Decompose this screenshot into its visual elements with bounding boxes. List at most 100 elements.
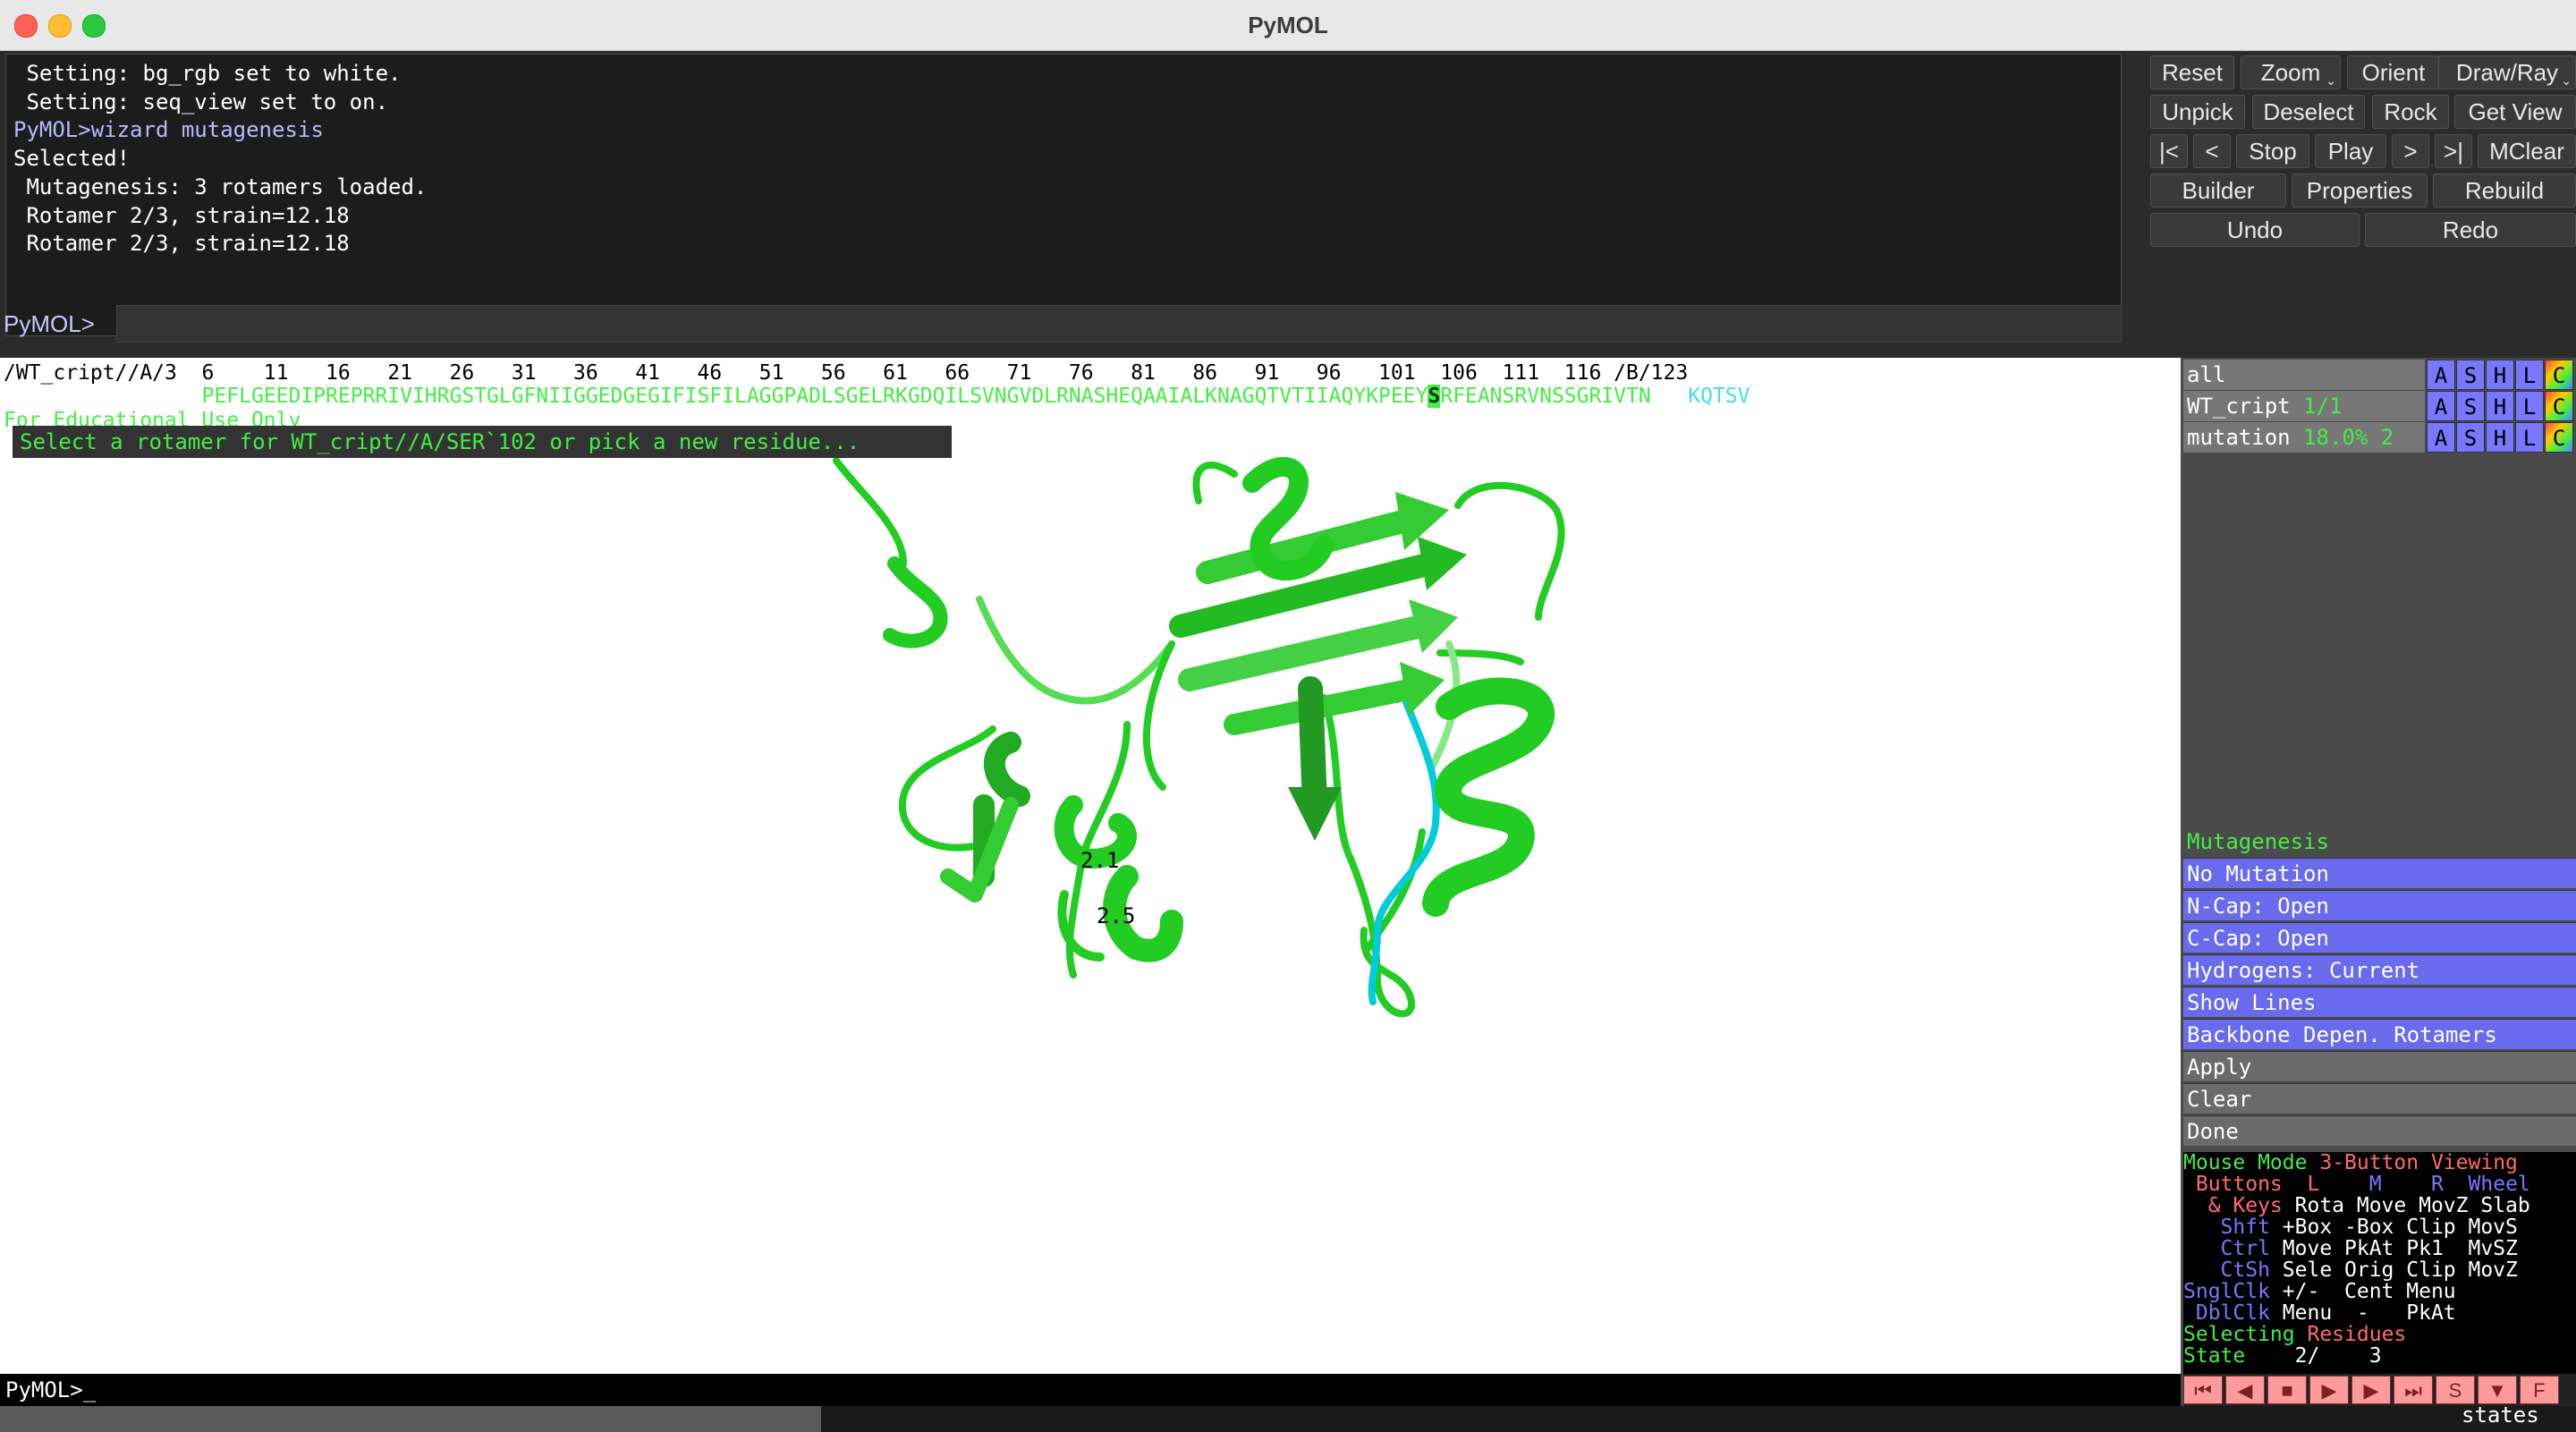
c-cap-menu[interactable]: C-Cap: Open — [2183, 922, 2576, 953]
first-frame-button[interactable]: |< — [2150, 134, 2188, 168]
color-c-button[interactable]: C — [2545, 422, 2573, 453]
mouse-mode-title: Mouse Mode — [2183, 1152, 2320, 1174]
action-a-button[interactable]: A — [2427, 360, 2455, 390]
zoom-window-button[interactable] — [82, 14, 106, 38]
full-screen-f-button[interactable]: F — [2520, 1376, 2559, 1404]
external-gui: Setting: bg_rgb set to white. Setting: s… — [0, 51, 2576, 358]
prev-frame-button[interactable]: < — [2193, 134, 2231, 168]
mclear-button[interactable]: MClear — [2478, 134, 2576, 168]
command-input[interactable] — [116, 305, 2122, 343]
play-icon[interactable]: ▶ — [2309, 1376, 2349, 1404]
rebuild-button[interactable]: Rebuild — [2433, 174, 2576, 208]
rewind-icon[interactable]: ⏮ — [2183, 1376, 2223, 1404]
viewer-command-line[interactable]: PyMOL>_ — [0, 1374, 2181, 1406]
zoom-button[interactable]: Zoom ⌄ — [2241, 55, 2341, 89]
label-l-button[interactable]: L — [2515, 422, 2544, 453]
sequence-numbers: /WT_cript//A/3 6 11 16 21 26 31 36 41 46… — [4, 361, 1689, 385]
hydrogens-menu[interactable]: Hydrogens: Current — [2183, 954, 2576, 985]
double-click-label: DblClk — [2183, 1301, 2270, 1325]
chevron-down-icon: ⌄ — [2561, 73, 2572, 88]
color-c-button[interactable]: C — [2545, 360, 2573, 390]
wizard-prompt: Select a rotamer for WT_cript//A/SER`102… — [13, 426, 952, 458]
chevron-down-icon: ⌄ — [2326, 73, 2336, 88]
rock-button[interactable]: Rock — [2372, 95, 2449, 129]
clear-button[interactable]: Clear — [2183, 1083, 2576, 1114]
object-row-all[interactable]: all — [2183, 360, 2425, 390]
wizard-title: Mutagenesis — [2183, 826, 2576, 857]
stop-button[interactable]: Stop — [2236, 134, 2309, 168]
color-c-button[interactable]: C — [2545, 391, 2573, 421]
redo-button[interactable]: Redo — [2365, 213, 2576, 247]
end-icon[interactable]: ⏭ — [2394, 1376, 2433, 1404]
console-line: PyMOL>wizard mutagenesis — [13, 117, 324, 143]
console-line: Setting: bg_rgb set to white. — [13, 61, 402, 86]
command-prompt-label: PyMOL> — [4, 310, 95, 337]
selected-residue[interactable]: S — [1428, 385, 1441, 408]
distance-label: 2.1 — [1080, 848, 1119, 873]
minimize-window-button[interactable] — [48, 14, 72, 38]
draw-ray-button[interactable]: Draw/Ray ⌄ — [2438, 55, 2576, 89]
next-frame-button[interactable]: > — [2392, 134, 2429, 168]
properties-button[interactable]: Properties — [2292, 174, 2428, 208]
stop-icon[interactable]: ■ — [2267, 1376, 2307, 1404]
object-name: WT_cript — [2187, 394, 2291, 419]
last-frame-button[interactable]: >| — [2435, 134, 2472, 168]
rotamer-library-menu[interactable]: Backbone Depen. Rotamers — [2183, 1019, 2576, 1049]
object-row-mutation[interactable]: mutation 18.0% 2 — [2183, 422, 2425, 453]
no-mutation-menu[interactable]: No Mutation — [2183, 858, 2576, 888]
forward-icon[interactable]: ▶ — [2351, 1376, 2391, 1404]
distance-label: 2.5 — [1097, 903, 1135, 928]
selecting-label: Selecting — [2183, 1323, 2308, 1346]
deselect-button[interactable]: Deselect — [2252, 95, 2365, 129]
object-row-wt-cript[interactable]: WT_cript 1/1 — [2183, 391, 2425, 421]
shift-label: Shft — [2183, 1216, 2270, 1239]
mouse-mode-name: 3-Button Viewing — [2319, 1152, 2518, 1174]
output-console[interactable]: Setting: bg_rgb set to white. Setting: s… — [5, 54, 2122, 336]
builder-button[interactable]: Builder — [2150, 174, 2286, 208]
show-s-button[interactable]: S — [2456, 360, 2485, 390]
single-click-row: +/- Cent Menu — [2269, 1280, 2456, 1303]
reset-button[interactable]: Reset — [2150, 55, 2234, 89]
state-value: 2/ 3 — [2245, 1344, 2382, 1368]
chevron-down-icon[interactable]: ▼ — [2478, 1376, 2517, 1404]
action-a-button[interactable]: A — [2427, 391, 2455, 421]
show-s-button[interactable]: S — [2456, 422, 2485, 453]
apply-button[interactable]: Apply — [2183, 1051, 2576, 1081]
orient-button[interactable]: Orient — [2347, 55, 2440, 89]
mouse-mode-panel[interactable]: Mouse Mode 3-Button Viewing Buttons L M … — [2183, 1152, 2576, 1374]
action-a-button[interactable]: A — [2427, 422, 2455, 453]
sequence-residues-b[interactable]: RFEANSRVNSSGRIVTN — [1440, 385, 1651, 408]
shift-row: +Box -Box Clip MovS — [2269, 1216, 2518, 1239]
scene-s-button[interactable]: S — [2436, 1376, 2475, 1404]
undo-button[interactable]: Undo — [2150, 213, 2360, 247]
states-label: states — [2462, 1402, 2539, 1428]
label-l-button[interactable]: L — [2515, 391, 2544, 421]
3d-viewer[interactable]: 2.1 2.5 /WT_cript//A/3 6 11 16 21 26 31 … — [0, 358, 2181, 1374]
col-wheel: Wheel — [2443, 1173, 2530, 1196]
hide-h-button[interactable]: H — [2486, 422, 2514, 453]
hide-h-button[interactable]: H — [2486, 360, 2514, 390]
object-state: 1/1 — [2303, 394, 2343, 419]
unpick-button[interactable]: Unpick — [2150, 95, 2245, 129]
scrollbar-thumb[interactable] — [0, 1406, 821, 1432]
object-name: all — [2187, 362, 2226, 387]
movie-control-bar: ⏮ ◀ ■ ▶ ▶ ⏭ S ▼ F — [2183, 1374, 2576, 1406]
chain-b-residues[interactable]: KQTSV — [1650, 385, 1750, 408]
sequence-residues[interactable]: PEFLGEEDIPREPRRIVIHRGSTGLGFNIIGGEDGEGIFI… — [4, 385, 1750, 408]
hide-h-button[interactable]: H — [2486, 391, 2514, 421]
done-button[interactable]: Done — [2183, 1115, 2576, 1146]
n-cap-menu[interactable]: N-Cap: Open — [2183, 890, 2576, 920]
ctsh-label: CtSh — [2183, 1258, 2270, 1282]
back-icon[interactable]: ◀ — [2225, 1376, 2265, 1404]
label-l-button[interactable]: L — [2515, 360, 2544, 390]
show-lines-menu[interactable]: Show Lines — [2183, 987, 2576, 1017]
close-window-button[interactable] — [14, 14, 38, 38]
show-s-button[interactable]: S — [2456, 391, 2485, 421]
console-line: Rotamer 2/3, strain=12.18 — [13, 231, 350, 257]
get-view-button[interactable]: Get View — [2454, 95, 2576, 129]
protein-cartoon[interactable]: 2.1 2.5 — [0, 358, 2181, 1374]
col-m: M — [2319, 1173, 2382, 1196]
play-button[interactable]: Play — [2315, 134, 2386, 168]
sequence-residues-a[interactable]: PEFLGEEDIPREPRRIVIHRGSTGLGFNIIGGEDGEGIFI… — [4, 385, 1428, 408]
selecting-mode[interactable]: Residues — [2307, 1323, 2407, 1346]
